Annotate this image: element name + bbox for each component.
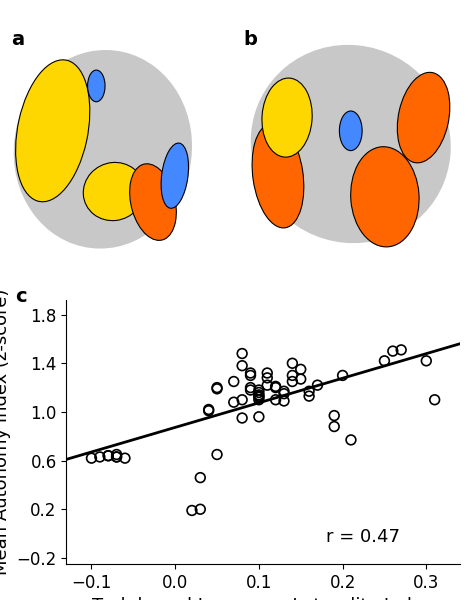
Point xyxy=(113,450,120,460)
Point xyxy=(305,386,313,396)
Point xyxy=(255,385,263,395)
Point xyxy=(96,452,104,462)
Point xyxy=(238,361,246,370)
X-axis label: Task-based Language Laterality Index: Task-based Language Laterality Index xyxy=(92,597,434,600)
Ellipse shape xyxy=(88,70,105,102)
Text: b: b xyxy=(244,31,258,49)
Ellipse shape xyxy=(16,60,90,202)
Point xyxy=(255,391,263,401)
Point xyxy=(272,395,279,404)
Point xyxy=(297,374,304,384)
Point xyxy=(238,395,246,404)
Point xyxy=(339,371,346,380)
Point xyxy=(247,385,255,395)
Point xyxy=(305,391,313,401)
Point xyxy=(104,451,112,461)
Point xyxy=(255,392,263,402)
Point xyxy=(330,411,338,421)
Ellipse shape xyxy=(83,163,144,221)
Point xyxy=(264,368,271,378)
Y-axis label: Mean Autonomy Index (z-score): Mean Autonomy Index (z-score) xyxy=(0,289,11,575)
Point xyxy=(197,505,204,514)
Ellipse shape xyxy=(351,147,419,247)
Point xyxy=(255,388,263,397)
Point xyxy=(264,373,271,383)
Point xyxy=(88,454,95,463)
Text: r = 0.47: r = 0.47 xyxy=(326,528,400,546)
Point xyxy=(213,450,221,460)
Point xyxy=(272,383,279,392)
Point xyxy=(255,390,263,400)
Point xyxy=(247,383,255,392)
Point xyxy=(113,452,120,462)
Point xyxy=(272,382,279,391)
Point xyxy=(264,380,271,390)
Point xyxy=(230,377,237,386)
Ellipse shape xyxy=(397,73,450,163)
Point xyxy=(297,365,304,374)
Point xyxy=(205,406,212,416)
Point xyxy=(197,473,204,482)
Text: a: a xyxy=(11,31,24,49)
Point xyxy=(280,396,288,406)
Point xyxy=(238,349,246,358)
Ellipse shape xyxy=(14,50,192,248)
Point xyxy=(121,454,129,463)
Point xyxy=(255,395,263,404)
Text: c: c xyxy=(15,287,27,306)
Point xyxy=(230,397,237,407)
Ellipse shape xyxy=(251,45,451,243)
Point xyxy=(314,380,321,390)
Point xyxy=(431,395,438,404)
Point xyxy=(104,451,112,461)
Point xyxy=(289,377,296,386)
Ellipse shape xyxy=(252,124,304,228)
Point xyxy=(238,413,246,423)
Point xyxy=(205,404,212,414)
Ellipse shape xyxy=(339,111,362,151)
Point xyxy=(330,422,338,431)
Point xyxy=(422,356,430,365)
Ellipse shape xyxy=(130,164,176,241)
Point xyxy=(397,345,405,355)
Point xyxy=(255,412,263,422)
Point xyxy=(213,384,221,394)
Point xyxy=(247,371,255,380)
Point xyxy=(381,356,388,365)
Point xyxy=(347,435,355,445)
Point xyxy=(289,371,296,380)
Point xyxy=(389,346,397,356)
Point xyxy=(247,368,255,378)
Point xyxy=(213,383,221,392)
Ellipse shape xyxy=(262,78,312,157)
Ellipse shape xyxy=(161,143,189,208)
Point xyxy=(113,452,120,462)
Point xyxy=(280,389,288,398)
Point xyxy=(280,386,288,396)
Point xyxy=(188,506,196,515)
Point xyxy=(289,358,296,368)
